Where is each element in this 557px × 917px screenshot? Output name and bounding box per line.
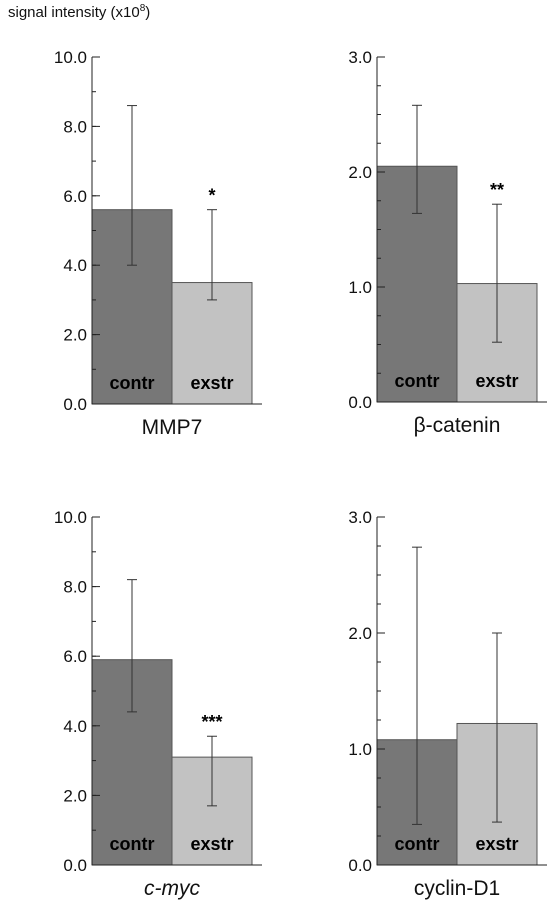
chart-0-y-tick-label: 8.0	[63, 117, 87, 136]
y-axis-label: signal intensity (x108)	[8, 3, 151, 22]
chart-1-y-tick-label: 0.0	[348, 393, 372, 412]
chart-3-y-tick-label: 3.0	[348, 508, 372, 527]
chart-2-category-label-exstr: exstr	[190, 834, 233, 854]
chart-2-y-tick-label: 8.0	[63, 578, 87, 597]
chart-0-y-tick-label: 4.0	[63, 256, 87, 275]
chart-0-bar-exstr	[171, 282, 253, 405]
chart-2-significance-exstr: ***	[201, 712, 222, 732]
chart-bottom-left: contr exstr *** 0.0 2.0 4.0 6.0 8.0 10.0 c-myc	[54, 508, 262, 900]
chart-0-chart-title: MMP7	[142, 416, 203, 439]
chart-top-right: contr exstr ** 0.0 1.0 2.0 3.0 β-catenin	[348, 48, 547, 437]
chart-3-y-tick-label: 0.0	[348, 856, 372, 875]
chart-1-category-label-exstr: exstr	[475, 371, 518, 391]
chart-1-y-tick-label: 3.0	[348, 48, 372, 67]
chart-3-chart-title: cyclin-D1	[414, 877, 500, 900]
chart-0-y-tick-label: 2.0	[63, 326, 87, 345]
chart-1-chart-title: β-catenin	[414, 414, 501, 437]
chart-bottom-right: contr exstr 0.0 1.0 2.0 3.0 cyclin-D1	[348, 508, 547, 900]
chart-1-y-tick-label: 1.0	[348, 278, 372, 297]
chart-0-y-tick-label: 6.0	[63, 187, 87, 206]
chart-0-significance-exstr: *	[208, 186, 215, 206]
chart-2-chart-title: c-myc	[144, 877, 200, 900]
y-axis-label-text: signal intensity (x10	[8, 4, 140, 21]
chart-top-left: contr exstr * 0.0 2.0 4.0 6.0 8.0 10.0 MMP7	[54, 48, 262, 439]
chart-2-category-label-contr: contr	[110, 834, 155, 854]
chart-3-category-label-contr: contr	[395, 834, 440, 854]
chart-1-y-tick-label: 2.0	[348, 163, 372, 182]
chart-0-y-tick-label: 0.0	[63, 395, 87, 414]
chart-0-category-label-contr: contr	[110, 373, 155, 393]
chart-2-y-tick-label: 0.0	[63, 856, 87, 875]
chart-3-y-tick-label: 2.0	[348, 624, 372, 643]
y-axis-label-close: )	[145, 4, 151, 21]
y-axis-label-exponent: 8	[139, 3, 146, 14]
chart-3-category-label-exstr: exstr	[475, 834, 518, 854]
chart-0-category-label-exstr: exstr	[190, 373, 233, 393]
chart-2-y-tick-label: 4.0	[63, 717, 87, 736]
chart-2-y-tick-label: 10.0	[54, 508, 87, 527]
chart-0-y-tick-label: 10.0	[54, 48, 87, 67]
chart-3-y-tick-label: 1.0	[348, 740, 372, 759]
chart-1-significance-exstr: **	[490, 180, 504, 200]
chart-2-y-tick-label: 2.0	[63, 786, 87, 805]
chart-2-y-tick-label: 6.0	[63, 647, 87, 666]
chart-1-category-label-contr: contr	[395, 371, 440, 391]
